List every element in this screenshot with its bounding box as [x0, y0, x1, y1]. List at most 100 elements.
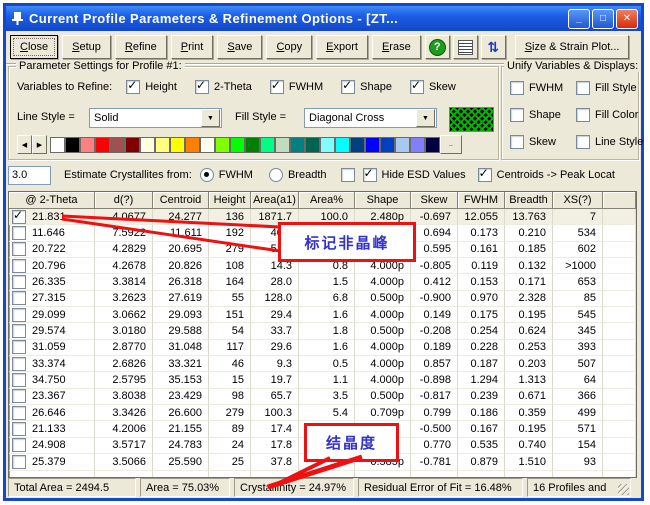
- checkbox[interactable]: [194, 78, 209, 94]
- variable-checkbox-item[interactable]: FWHM: [269, 78, 323, 94]
- column-header-area-a1-[interactable]: Area(a1): [251, 192, 299, 209]
- title-bar[interactable]: Current Profile Parameters & Refinement …: [6, 6, 641, 31]
- chevron-down-icon[interactable]: ▼: [416, 109, 435, 127]
- table-row[interactable]: 23.367 3.8038 23.429 98 65.7 3.5 0.500p -0.817 0…: [9, 388, 636, 406]
- checkbox[interactable]: [12, 275, 26, 290]
- checkbox[interactable]: [576, 81, 590, 95]
- estimate-radio-item[interactable]: FWHM: [199, 168, 253, 182]
- checkbox[interactable]: [12, 226, 26, 241]
- palette-color[interactable]: [245, 136, 260, 153]
- export-button[interactable]: Export: [316, 35, 368, 59]
- checkbox[interactable]: [510, 81, 524, 95]
- minimize-button[interactable]: _: [568, 8, 590, 29]
- checkbox[interactable]: [510, 135, 524, 149]
- report-button[interactable]: [452, 35, 478, 59]
- palette-color[interactable]: [425, 136, 440, 153]
- palette-color[interactable]: [170, 136, 185, 153]
- palette-color[interactable]: [410, 136, 425, 153]
- palette-color[interactable]: [215, 136, 230, 153]
- palette-color[interactable]: [380, 136, 395, 153]
- variable-checkbox-item[interactable]: Skew: [409, 78, 456, 94]
- unify-checkbox-item[interactable]: Fill Color: [576, 108, 643, 122]
- palette-color[interactable]: [260, 136, 275, 153]
- fill-style-select[interactable]: Diagonal Cross ▼: [304, 108, 437, 128]
- column-header-d-[interactable]: d(?): [95, 192, 153, 209]
- palette-color[interactable]: [350, 136, 365, 153]
- checkbox[interactable]: [12, 438, 26, 453]
- centroids-checkbox-item[interactable]: Centroids -> Peak Locat: [477, 166, 615, 182]
- palette-color[interactable]: [275, 136, 290, 153]
- palette-color[interactable]: [50, 136, 65, 153]
- table-row[interactable]: 33.374 2.6826 33.321 46 9.3 0.5 4.000p 0.857 0.1…: [9, 356, 636, 373]
- crystallite-shape-factor-input[interactable]: [8, 165, 51, 185]
- checkbox[interactable]: [12, 324, 26, 339]
- palette-color[interactable]: [230, 136, 245, 153]
- checkbox[interactable]: [12, 258, 26, 273]
- print-button[interactable]: Print: [170, 35, 214, 59]
- palette-scroll-left-button[interactable]: ◀: [17, 135, 32, 154]
- resize-grip[interactable]: [618, 484, 629, 495]
- palette-color[interactable]: [95, 136, 110, 153]
- table-row[interactable]: 26.646 3.3426 26.600 279 100.3 5.4 0.709p 0.799…: [9, 405, 636, 422]
- table-row[interactable]: 29.574 3.0180 29.588 54 33.7 1.8 0.500p -0.208 0…: [9, 323, 636, 340]
- save-button[interactable]: Save: [217, 35, 263, 59]
- column-header-fwhm[interactable]: FWHM: [458, 192, 505, 209]
- checkbox[interactable]: [576, 135, 590, 149]
- refine-button[interactable]: Refine: [114, 35, 167, 59]
- palette-color[interactable]: [320, 136, 335, 153]
- unify-checkbox-item[interactable]: FWHM: [510, 81, 572, 95]
- checkbox[interactable]: [12, 242, 26, 257]
- close-window-button[interactable]: ✕: [616, 8, 638, 29]
- palette-color[interactable]: [155, 136, 170, 153]
- column-header-height[interactable]: Height: [209, 192, 251, 209]
- checkbox[interactable]: [12, 405, 26, 420]
- column-header-breadth[interactable]: Breadth: [505, 192, 553, 209]
- table-row[interactable]: 29.099 3.0662 29.093 151 29.4 1.6 4.000p 0.149 0…: [9, 307, 636, 324]
- checkbox[interactable]: [269, 78, 284, 94]
- palette-color[interactable]: [65, 136, 80, 153]
- variable-checkbox-item[interactable]: Shape: [341, 78, 392, 94]
- table-row[interactable]: 24.908 3.5717 24.783 24 17.8 0.770 0.535 0.740 1…: [9, 437, 636, 455]
- palette-color[interactable]: [110, 136, 125, 153]
- column-header-centroid[interactable]: Centroid: [153, 192, 209, 209]
- unify-checkbox-item[interactable]: Skew: [510, 135, 572, 149]
- line-style-select[interactable]: Solid ▼: [89, 108, 222, 128]
- size-strain-plot-button[interactable]: Size & Strain Plot...: [514, 35, 630, 59]
- estimate-radio-item[interactable]: Breadth: [268, 168, 327, 182]
- table-row[interactable]: 20.796 4.2678 20.826 108 14.3 0.8 4.000p -0.805…: [9, 258, 636, 275]
- palette-color[interactable]: [200, 136, 215, 153]
- checkbox[interactable]: [12, 454, 26, 469]
- help-button[interactable]: ?: [424, 35, 450, 59]
- checkbox[interactable]: [409, 78, 424, 94]
- palette-color[interactable]: [185, 136, 200, 153]
- column-header-skew[interactable]: Skew: [411, 192, 458, 209]
- chevron-down-icon[interactable]: ▼: [201, 109, 220, 127]
- checkbox[interactable]: [12, 291, 26, 306]
- palette-color[interactable]: [125, 136, 140, 153]
- palette-color[interactable]: [80, 136, 95, 153]
- column-header-shape[interactable]: Shape: [355, 192, 411, 209]
- variable-checkbox-item[interactable]: Height: [126, 78, 177, 94]
- erase-button[interactable]: Erase: [371, 35, 421, 59]
- checkbox[interactable]: [12, 373, 26, 388]
- palette-color[interactable]: [305, 136, 320, 153]
- unify-checkbox-item[interactable]: Line Style: [576, 135, 643, 149]
- checkbox[interactable]: [12, 356, 26, 371]
- radio-button[interactable]: [199, 168, 214, 182]
- checkbox[interactable]: [341, 78, 356, 94]
- palette-color[interactable]: [365, 136, 380, 153]
- copy-button[interactable]: Copy: [266, 35, 313, 59]
- unlabeled-checkbox[interactable]: [340, 168, 355, 182]
- column-header--2-theta[interactable]: @ 2-Theta: [9, 192, 95, 209]
- palette-more-button[interactable]: ..: [440, 135, 462, 154]
- checkbox[interactable]: [12, 422, 26, 437]
- table-row[interactable]: 34.750 2.5795 35.153 15 19.7 1.1 4.000p -0.898 1…: [9, 372, 636, 389]
- palette-color[interactable]: [395, 136, 410, 153]
- checkbox[interactable]: [12, 307, 26, 322]
- checkbox[interactable]: [510, 108, 524, 122]
- palette-scroll-right-button[interactable]: ▶: [32, 135, 47, 154]
- table-row[interactable]: 26.335 3.3814 26.318 164 28.0 1.5 4.000p 0.412 0…: [9, 274, 636, 291]
- table-row[interactable]: 31.059 2.8770 31.048 117 29.6 1.6 4.000p 0.189 0…: [9, 339, 636, 357]
- checkbox[interactable]: [477, 166, 492, 182]
- checkbox[interactable]: [126, 78, 141, 94]
